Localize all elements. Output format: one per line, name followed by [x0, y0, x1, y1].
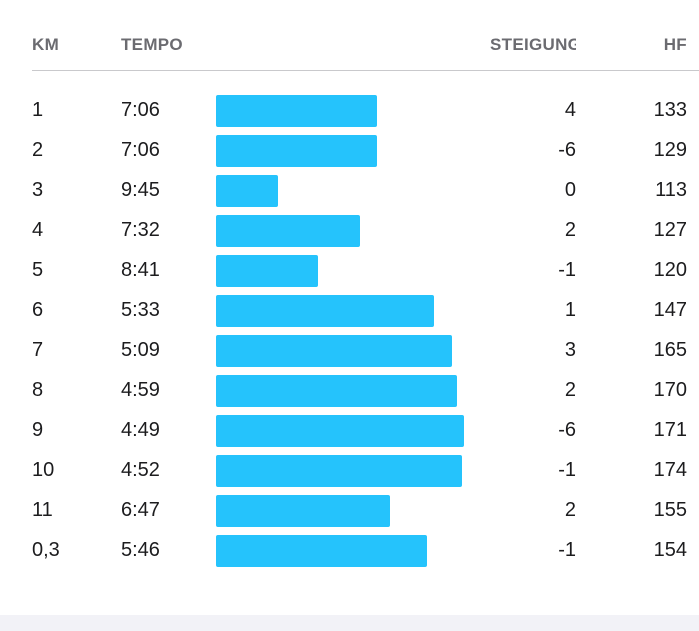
split-hf: 165: [653, 339, 687, 361]
column-header-hf: HF: [663, 35, 687, 54]
split-hf: 155: [653, 499, 687, 521]
split-hf: 147: [653, 299, 687, 321]
column-header-km: KM: [32, 35, 60, 54]
split-steigung: 4: [564, 99, 576, 121]
split-km: 2: [32, 139, 44, 161]
split-steigung: -1: [558, 459, 576, 481]
split-hf: 174: [653, 459, 687, 481]
split-tempo: 6:47: [121, 499, 160, 521]
split-row: 8 4:59 2 170: [0, 371, 699, 411]
split-tempo: 7:32: [121, 219, 160, 241]
split-row: 4 7:32 2 127: [0, 211, 699, 251]
split-tempo: 9:45: [121, 179, 160, 201]
pace-bar: [216, 255, 318, 287]
split-km: 7: [32, 339, 44, 361]
pace-bar: [216, 95, 377, 127]
pace-bar: [216, 375, 457, 407]
pace-bar: [216, 495, 390, 527]
pace-bar: [216, 535, 427, 567]
split-tempo: 5:46: [121, 539, 160, 561]
split-row: 9 4:49 -6 171: [0, 411, 699, 451]
pace-bar: [216, 175, 278, 207]
split-steigung: 2: [564, 379, 576, 401]
split-km: 9: [32, 419, 44, 441]
split-tempo: 4:52: [121, 459, 160, 481]
split-km: 8: [32, 379, 44, 401]
split-row: 0,3 5:46 -1 154: [0, 531, 699, 571]
split-row: 5 8:41 -1 120: [0, 251, 699, 291]
split-row: 3 9:45 0 113: [0, 171, 699, 211]
split-steigung: 3: [564, 339, 576, 361]
split-tempo: 5:33: [121, 299, 160, 321]
split-tempo: 5:09: [121, 339, 160, 361]
split-hf: 171: [653, 419, 687, 441]
split-hf: 129: [653, 139, 687, 161]
split-steigung: 2: [564, 499, 576, 521]
split-tempo: 4:49: [121, 419, 160, 441]
footer-band: [0, 615, 699, 631]
column-header-tempo: TEMPO: [121, 35, 183, 54]
splits-table-body: 1 7:06 4 133 2 7:06 -6 129 3 9:45 0 113 4 7:32 2 127 5 8:…: [0, 91, 699, 571]
pace-bar: [216, 135, 377, 167]
split-km: 5: [32, 259, 44, 281]
split-hf: 120: [653, 259, 687, 281]
split-km: 3: [32, 179, 44, 201]
pace-bar: [216, 295, 434, 327]
pace-bar: [216, 415, 464, 447]
split-row: 7 5:09 3 165: [0, 331, 699, 371]
pace-bar: [216, 455, 462, 487]
split-hf: 127: [653, 219, 687, 241]
split-hf: 113: [655, 179, 687, 201]
split-row: 6 5:33 1 147: [0, 291, 699, 331]
split-steigung: 1: [564, 299, 576, 321]
split-steigung: 0: [564, 179, 576, 201]
split-tempo: 4:59: [121, 379, 160, 401]
splits-table-header: KM TEMPO STEIGUNG HF: [0, 0, 699, 70]
split-tempo: 7:06: [121, 139, 160, 161]
split-hf: 154: [653, 539, 687, 561]
split-km: 4: [32, 219, 44, 241]
split-km: 0,3: [32, 539, 60, 561]
split-steigung: -1: [558, 539, 576, 561]
split-km: 11: [32, 499, 53, 521]
split-steigung: -6: [558, 419, 576, 441]
column-header-steigung: STEIGUNG: [490, 35, 576, 54]
split-steigung: 2: [564, 219, 576, 241]
pace-bar: [216, 215, 360, 247]
header-divider: [32, 70, 699, 71]
split-hf: 170: [653, 379, 687, 401]
split-tempo: 8:41: [121, 259, 160, 281]
split-row: 10 4:52 -1 174: [0, 451, 699, 491]
split-steigung: -6: [558, 139, 576, 161]
split-tempo: 7:06: [121, 99, 160, 121]
split-hf: 133: [653, 99, 687, 121]
split-km: 1: [32, 99, 44, 121]
split-row: 2 7:06 -6 129: [0, 131, 699, 171]
split-row: 1 7:06 4 133: [0, 91, 699, 131]
split-steigung: -1: [558, 259, 576, 281]
pace-bar: [216, 335, 452, 367]
split-km: 10: [32, 459, 55, 481]
split-row: 11 6:47 2 155: [0, 491, 699, 531]
split-km: 6: [32, 299, 44, 321]
